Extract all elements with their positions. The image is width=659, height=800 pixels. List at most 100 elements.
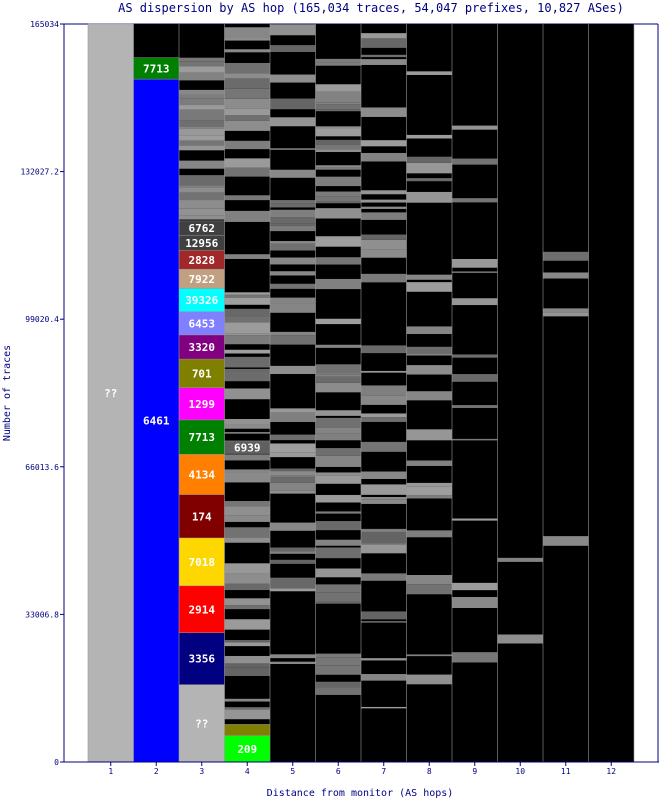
as-segment-6461 [133, 79, 179, 762]
stripe-segment [406, 460, 452, 466]
stripe-segment [315, 475, 361, 484]
stripe-segment [315, 410, 361, 416]
stripe-segment [270, 117, 316, 127]
stripe-segment [270, 225, 316, 232]
stripe-segment [179, 160, 225, 169]
as-label-174: 174 [192, 510, 212, 523]
stripe-segment [315, 665, 361, 675]
stripe-segment [224, 322, 270, 334]
stripe-segment [224, 308, 270, 317]
stripe-segment [224, 418, 270, 425]
stripe-segment [270, 283, 316, 289]
stripe-segment [315, 521, 361, 531]
stripe-segment [224, 563, 270, 574]
stripe-segment [315, 149, 361, 153]
stripe-segment [224, 210, 270, 222]
stripe-segment [315, 376, 361, 383]
stripe-segment [270, 408, 316, 413]
stripe-segment [224, 27, 270, 38]
chart-title: AS dispersion by AS hop (165,034 traces,… [118, 1, 624, 15]
as-label-2914: 2914 [189, 603, 216, 616]
stripe-segment [361, 471, 407, 479]
as-label-6453: 6453 [189, 317, 216, 330]
stripe-segment [179, 145, 225, 151]
stripe-segment [406, 495, 452, 499]
as-segment-701 [179, 359, 225, 388]
stripe-segment [361, 611, 407, 620]
stripe-segment [406, 191, 452, 203]
stripe-segment [179, 200, 225, 209]
stripe-segment [406, 346, 452, 354]
stripe-segment [179, 208, 225, 216]
stripe-segment [224, 598, 270, 606]
as-segment-4134 [179, 454, 225, 495]
stripe-segment [270, 335, 316, 345]
stripe-segment [270, 661, 316, 665]
stripe-segment [315, 681, 361, 688]
stripe-segment [361, 496, 407, 500]
stripe-segment [270, 200, 316, 204]
y-tick-label: 0 [54, 758, 59, 767]
stripe-segment [179, 57, 225, 62]
stripe-segment [270, 654, 316, 659]
stripe-segment [315, 427, 361, 434]
stripe-segment [224, 655, 270, 664]
segment-labels: ?? 6461 7713?? 3356 2914 7018 174 4134 7713 1299 7… [104, 62, 260, 755]
stripe-segment [452, 158, 498, 165]
stripe-segment [224, 667, 270, 676]
as-segment-39326 [179, 288, 225, 312]
stripe-segment [270, 331, 316, 336]
stripe-segment [224, 472, 270, 483]
stripe-segment [270, 559, 316, 564]
stripe-segment [224, 292, 270, 295]
hop-column [270, 24, 316, 762]
stripe-segment [543, 312, 589, 317]
stripe-segment [452, 198, 498, 203]
y-axis-label: Number of traces [2, 345, 13, 441]
stripe-segment [361, 152, 407, 162]
stripe-segment [224, 335, 270, 345]
stripe-segment [315, 448, 361, 456]
stripe-segment [452, 518, 498, 521]
stripe-segment [224, 388, 270, 400]
stripe-segment [452, 271, 498, 274]
as-segment-?? [179, 684, 225, 762]
stripe-segment [224, 515, 270, 522]
stripe-segment [315, 344, 361, 348]
stripe-segment [361, 206, 407, 209]
stripe-segment [224, 424, 270, 429]
as-segment-2828 [179, 250, 225, 270]
stripe-segment [361, 413, 407, 418]
x-tick-label: 11 [561, 767, 571, 776]
stripe-segment [224, 605, 270, 610]
stripe-segment [224, 294, 270, 296]
stripe-segment [179, 185, 225, 188]
as-label-6939: 6939 [234, 441, 261, 454]
as-label-209: 209 [237, 743, 257, 756]
stripe-segment [315, 102, 361, 105]
stripe-segment [270, 490, 316, 494]
stripe-segment [497, 557, 543, 562]
stripe-segment [179, 94, 225, 99]
stripe-segment [270, 452, 316, 458]
stripe-segment [406, 178, 452, 182]
stripe-segment [406, 482, 452, 487]
stripe-segment [224, 73, 270, 79]
hop-column [452, 24, 498, 762]
stripe-segment [543, 308, 589, 313]
stripe-segment [361, 190, 407, 195]
as-label-6762: 6762 [189, 222, 216, 235]
x-tick-label: 10 [515, 767, 525, 776]
stripe-segment [179, 120, 225, 127]
stripe-segment [315, 109, 361, 112]
stripe-segment [270, 223, 316, 226]
stripe-segment [224, 115, 270, 121]
as-label-39326: 39326 [185, 294, 218, 307]
stripe-segment [179, 105, 225, 110]
as-segment-?? [88, 24, 134, 762]
x-tick-label: 6 [336, 767, 341, 776]
stripe-segment [270, 303, 316, 313]
stripe-segment [406, 282, 452, 292]
as-label-2828: 2828 [189, 254, 216, 267]
